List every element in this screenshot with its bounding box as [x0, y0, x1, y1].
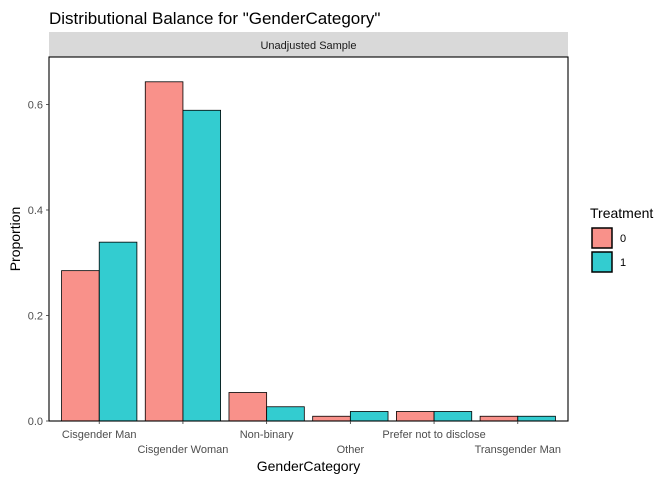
bar-cisgender-woman-series-0: [144, 81, 184, 422]
x-tick-label-prefer-not-to-disclose: Prefer not to disclose: [382, 429, 485, 441]
bar-non-binary-series-0: [228, 392, 268, 422]
legend-label-1: 1: [620, 257, 626, 269]
legend: Treatment 0 1: [590, 205, 653, 273]
bars-group: [61, 81, 556, 422]
bar-transgender-man-series-1: [517, 415, 556, 422]
legend-key-0: [591, 227, 613, 249]
bar-other-series-1: [349, 411, 389, 422]
y-axis-title: Proportion: [7, 207, 23, 272]
x-tick-label-cisgender-man: Cisgender Man: [62, 429, 137, 441]
bar-non-binary-series-1: [266, 406, 305, 422]
legend-label-0: 0: [620, 233, 626, 245]
bar-cisgender-man-series-1: [98, 241, 138, 422]
y-tick-label: 0.0: [28, 416, 43, 428]
facet-strip-label: Unadjusted Sample: [260, 40, 356, 52]
x-tick-label-cisgender-woman: Cisgender Woman: [137, 444, 228, 456]
chart-title: Distributional Balance for "GenderCatego…: [49, 9, 380, 28]
y-tick-label: 0.4: [28, 205, 43, 217]
bar-cisgender-man-series-0: [61, 270, 100, 422]
x-tick-label-non-binary: Non-binary: [240, 429, 294, 441]
bar-cisgender-woman-series-1: [182, 109, 222, 422]
x-tick-label-transgender-man: Transgender Man: [475, 444, 561, 456]
x-tick-label-other: Other: [337, 444, 365, 456]
x-axis-title: GenderCategory: [257, 458, 361, 474]
y-tick-label: 0.6: [28, 99, 43, 111]
bar-other-series-0: [312, 415, 351, 422]
legend-title: Treatment: [590, 205, 653, 221]
bar-transgender-man-series-0: [479, 415, 519, 422]
bar-prefer-not-to-disclose-series-0: [395, 411, 435, 422]
y-axis: 0.0 0.2 0.4 0.6: [28, 99, 49, 428]
y-tick-label: 0.2: [28, 310, 43, 322]
bar-prefer-not-to-disclose-series-1: [433, 411, 473, 422]
facet-strip: [49, 32, 568, 57]
legend-key-1: [591, 251, 613, 273]
plot-panel-border: [48, 56, 569, 422]
